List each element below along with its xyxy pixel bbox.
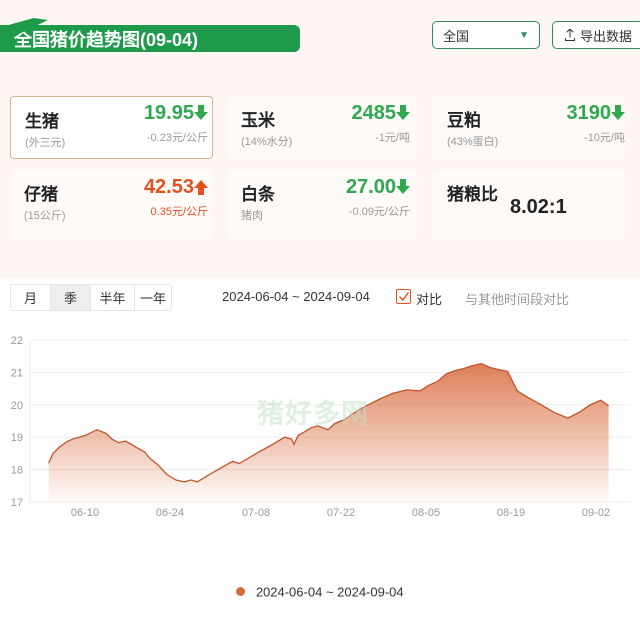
svg-text:07-08: 07-08 — [242, 507, 270, 519]
svg-text:08-05: 08-05 — [412, 507, 440, 519]
svg-text:19: 19 — [11, 432, 23, 444]
svg-text:22: 22 — [11, 335, 23, 347]
svg-text:18: 18 — [11, 465, 23, 477]
svg-text:07-22: 07-22 — [327, 507, 355, 519]
svg-text:06-24: 06-24 — [156, 507, 184, 519]
svg-text:09-02: 09-02 — [582, 507, 610, 519]
svg-text:20: 20 — [11, 400, 23, 412]
svg-text:21: 21 — [11, 367, 23, 379]
svg-text:17: 17 — [11, 497, 23, 509]
svg-text:06-10: 06-10 — [71, 507, 99, 519]
svg-text:08-19: 08-19 — [497, 507, 525, 519]
